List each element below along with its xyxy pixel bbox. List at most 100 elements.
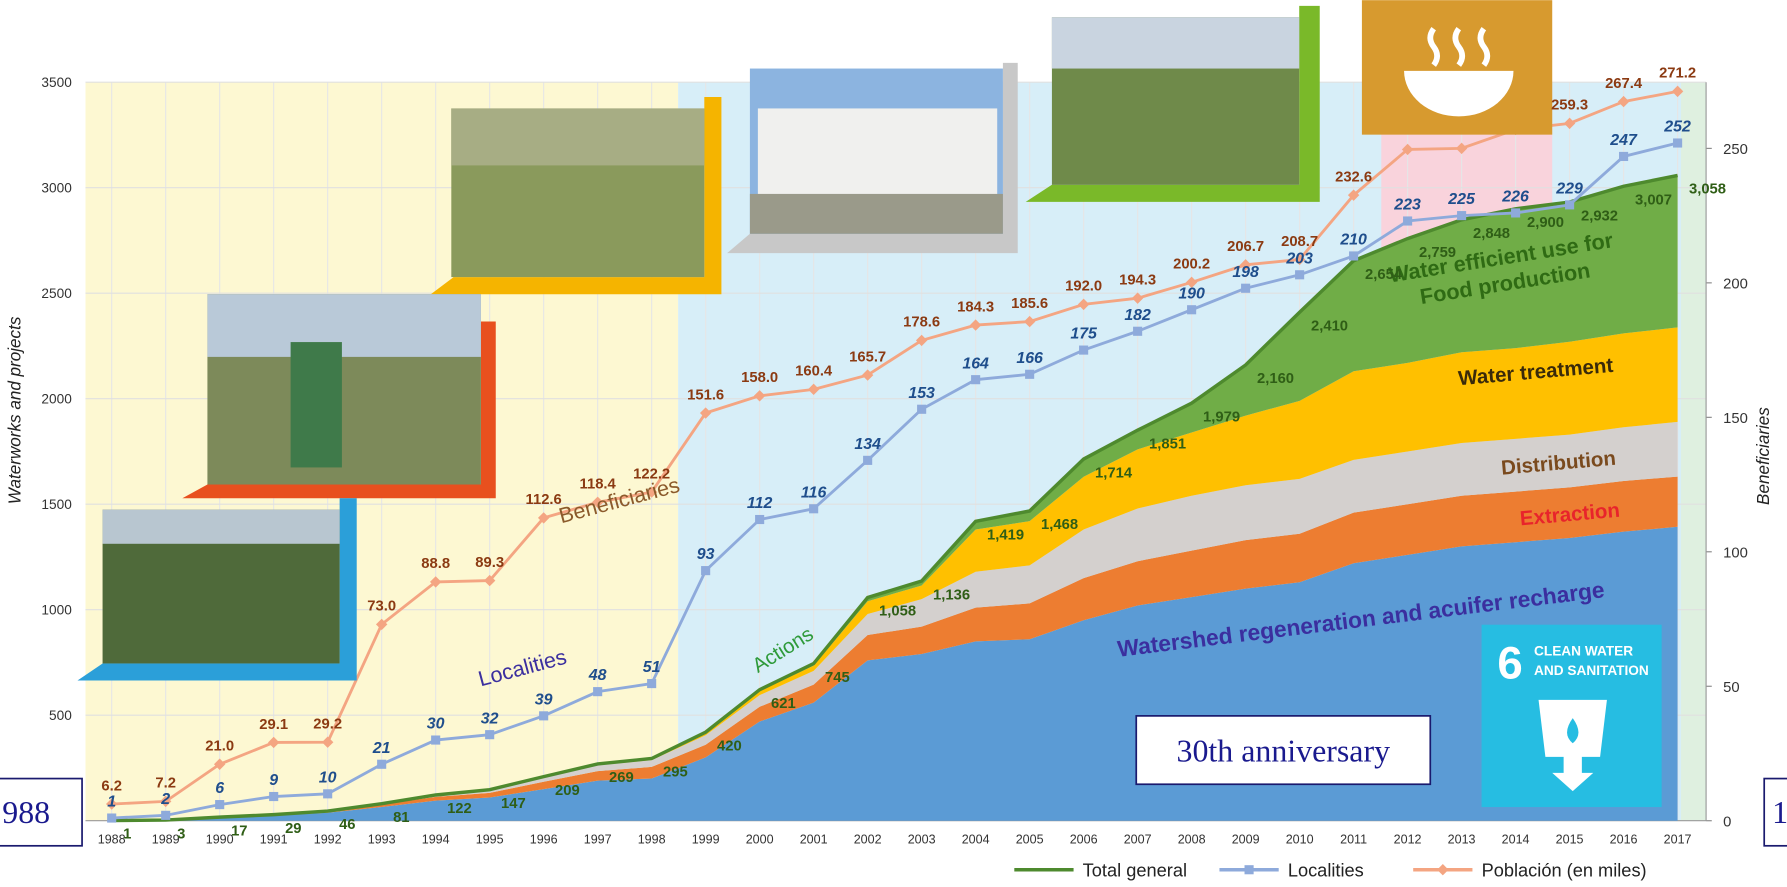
marker [861, 369, 874, 381]
data-label: 10 [319, 769, 337, 786]
data-label: 203 [1285, 250, 1313, 267]
year-box [1763, 777, 1787, 847]
marker [105, 798, 118, 810]
data-label: 46 [339, 817, 355, 833]
data-label: 6 [215, 780, 224, 797]
marker [1241, 283, 1251, 293]
sdg-title: CLEAN WATER [1534, 643, 1633, 658]
marker [591, 496, 604, 509]
marker [1131, 292, 1144, 304]
x-tick-label: 1992 [314, 833, 342, 847]
data-label: 32 [481, 710, 499, 727]
data-label: 185.6 [1011, 296, 1048, 312]
marker [269, 791, 279, 802]
data-label: 147 [501, 796, 526, 812]
x-tick-label: 2006 [1070, 833, 1098, 847]
data-label: 200.2 [1173, 257, 1210, 273]
photo [207, 294, 481, 357]
x-tick-label: 2008 [1178, 833, 1206, 847]
data-label: 158.0 [741, 370, 778, 386]
marker [1347, 189, 1360, 201]
marker [1673, 138, 1683, 148]
x-tick-label: 1997 [584, 833, 612, 847]
data-label: 252 [1663, 119, 1691, 136]
data-label: 259.3 [1551, 98, 1588, 114]
x-tick-label: 2001 [800, 833, 828, 847]
data-label: 151.6 [687, 387, 724, 403]
data-label: 7.2 [155, 776, 176, 792]
x-tick-label: 2000 [746, 833, 774, 847]
data-label: 182 [1124, 307, 1151, 324]
marker [1295, 270, 1305, 280]
data-label: 1,058 [879, 604, 916, 620]
marker [1563, 117, 1576, 130]
sdg-number: 6 [1497, 637, 1522, 688]
marker [1617, 95, 1630, 108]
legend-label: Población (en miles) [1482, 860, 1647, 881]
data-label: 39 [535, 691, 553, 708]
data-label: 206.7 [1227, 239, 1264, 255]
marker [485, 730, 495, 740]
year-box-text: 1 [1772, 795, 1787, 830]
data-label: 2,654 [1365, 267, 1403, 283]
y-tick-label: 1000 [41, 602, 72, 617]
data-label: 30 [427, 716, 445, 733]
marker [213, 758, 226, 770]
data-label: 198 [1232, 264, 1259, 281]
data-label: 247 [1609, 132, 1638, 149]
data-label: 3 [177, 826, 185, 842]
x-tick-label: 1990 [206, 833, 234, 847]
photo [290, 342, 342, 468]
data-label: 160.4 [795, 364, 833, 380]
data-label: 93 [697, 546, 715, 563]
data-label: 1,136 [933, 587, 970, 603]
data-label: 134 [854, 436, 881, 453]
data-label: 210 [1339, 232, 1367, 249]
data-label: 225 [1447, 191, 1476, 208]
stacked-area [111, 421, 1678, 821]
x-tick-label: 1994 [422, 833, 450, 847]
data-label: 122.2 [633, 466, 670, 482]
marker [431, 735, 441, 745]
y-axis-title: Waterworks and projects [6, 316, 25, 504]
x-tick-label: 2002 [854, 833, 882, 847]
data-label: 164 [962, 355, 989, 372]
x-tick-label: 1993 [368, 833, 396, 847]
data-label: 6.2 [101, 778, 122, 794]
data-label: 178.6 [903, 315, 940, 331]
marker [1077, 298, 1090, 311]
food-icon-bowl [1404, 70, 1514, 117]
data-label: 194.3 [1119, 273, 1156, 289]
marker [321, 736, 334, 748]
marker [755, 514, 765, 525]
data-label: 2,932 [1581, 208, 1618, 224]
data-label: 2,848 [1473, 226, 1510, 242]
data-label: 165.7 [849, 349, 886, 365]
data-label: 48 [588, 667, 607, 684]
sdg-title: AND SANITATION [1534, 663, 1649, 678]
marker [1619, 151, 1629, 162]
stacked-area [111, 175, 1678, 821]
legend-label: Total general [1083, 860, 1187, 881]
x-tick-label: 1999 [692, 833, 720, 847]
y-tick-label: 500 [49, 708, 72, 723]
legend-marker [1437, 864, 1449, 876]
marker [917, 404, 927, 414]
data-label: 1,851 [1149, 436, 1186, 452]
marker [1293, 253, 1306, 266]
marker [1079, 345, 1089, 355]
x-tick-label: 2011 [1340, 833, 1367, 847]
data-label: 621 [771, 696, 796, 712]
photo-frame [727, 62, 1018, 254]
data-label: 29 [285, 821, 301, 837]
x-tick-label: 1989 [152, 833, 180, 847]
marker [753, 390, 766, 402]
data-label: 209 [555, 783, 580, 799]
photos [77, 0, 1553, 681]
anniversary-box [1135, 715, 1432, 786]
series-line [111, 89, 1678, 806]
x-tick-label: 2010 [1286, 833, 1314, 847]
marker [807, 383, 820, 396]
